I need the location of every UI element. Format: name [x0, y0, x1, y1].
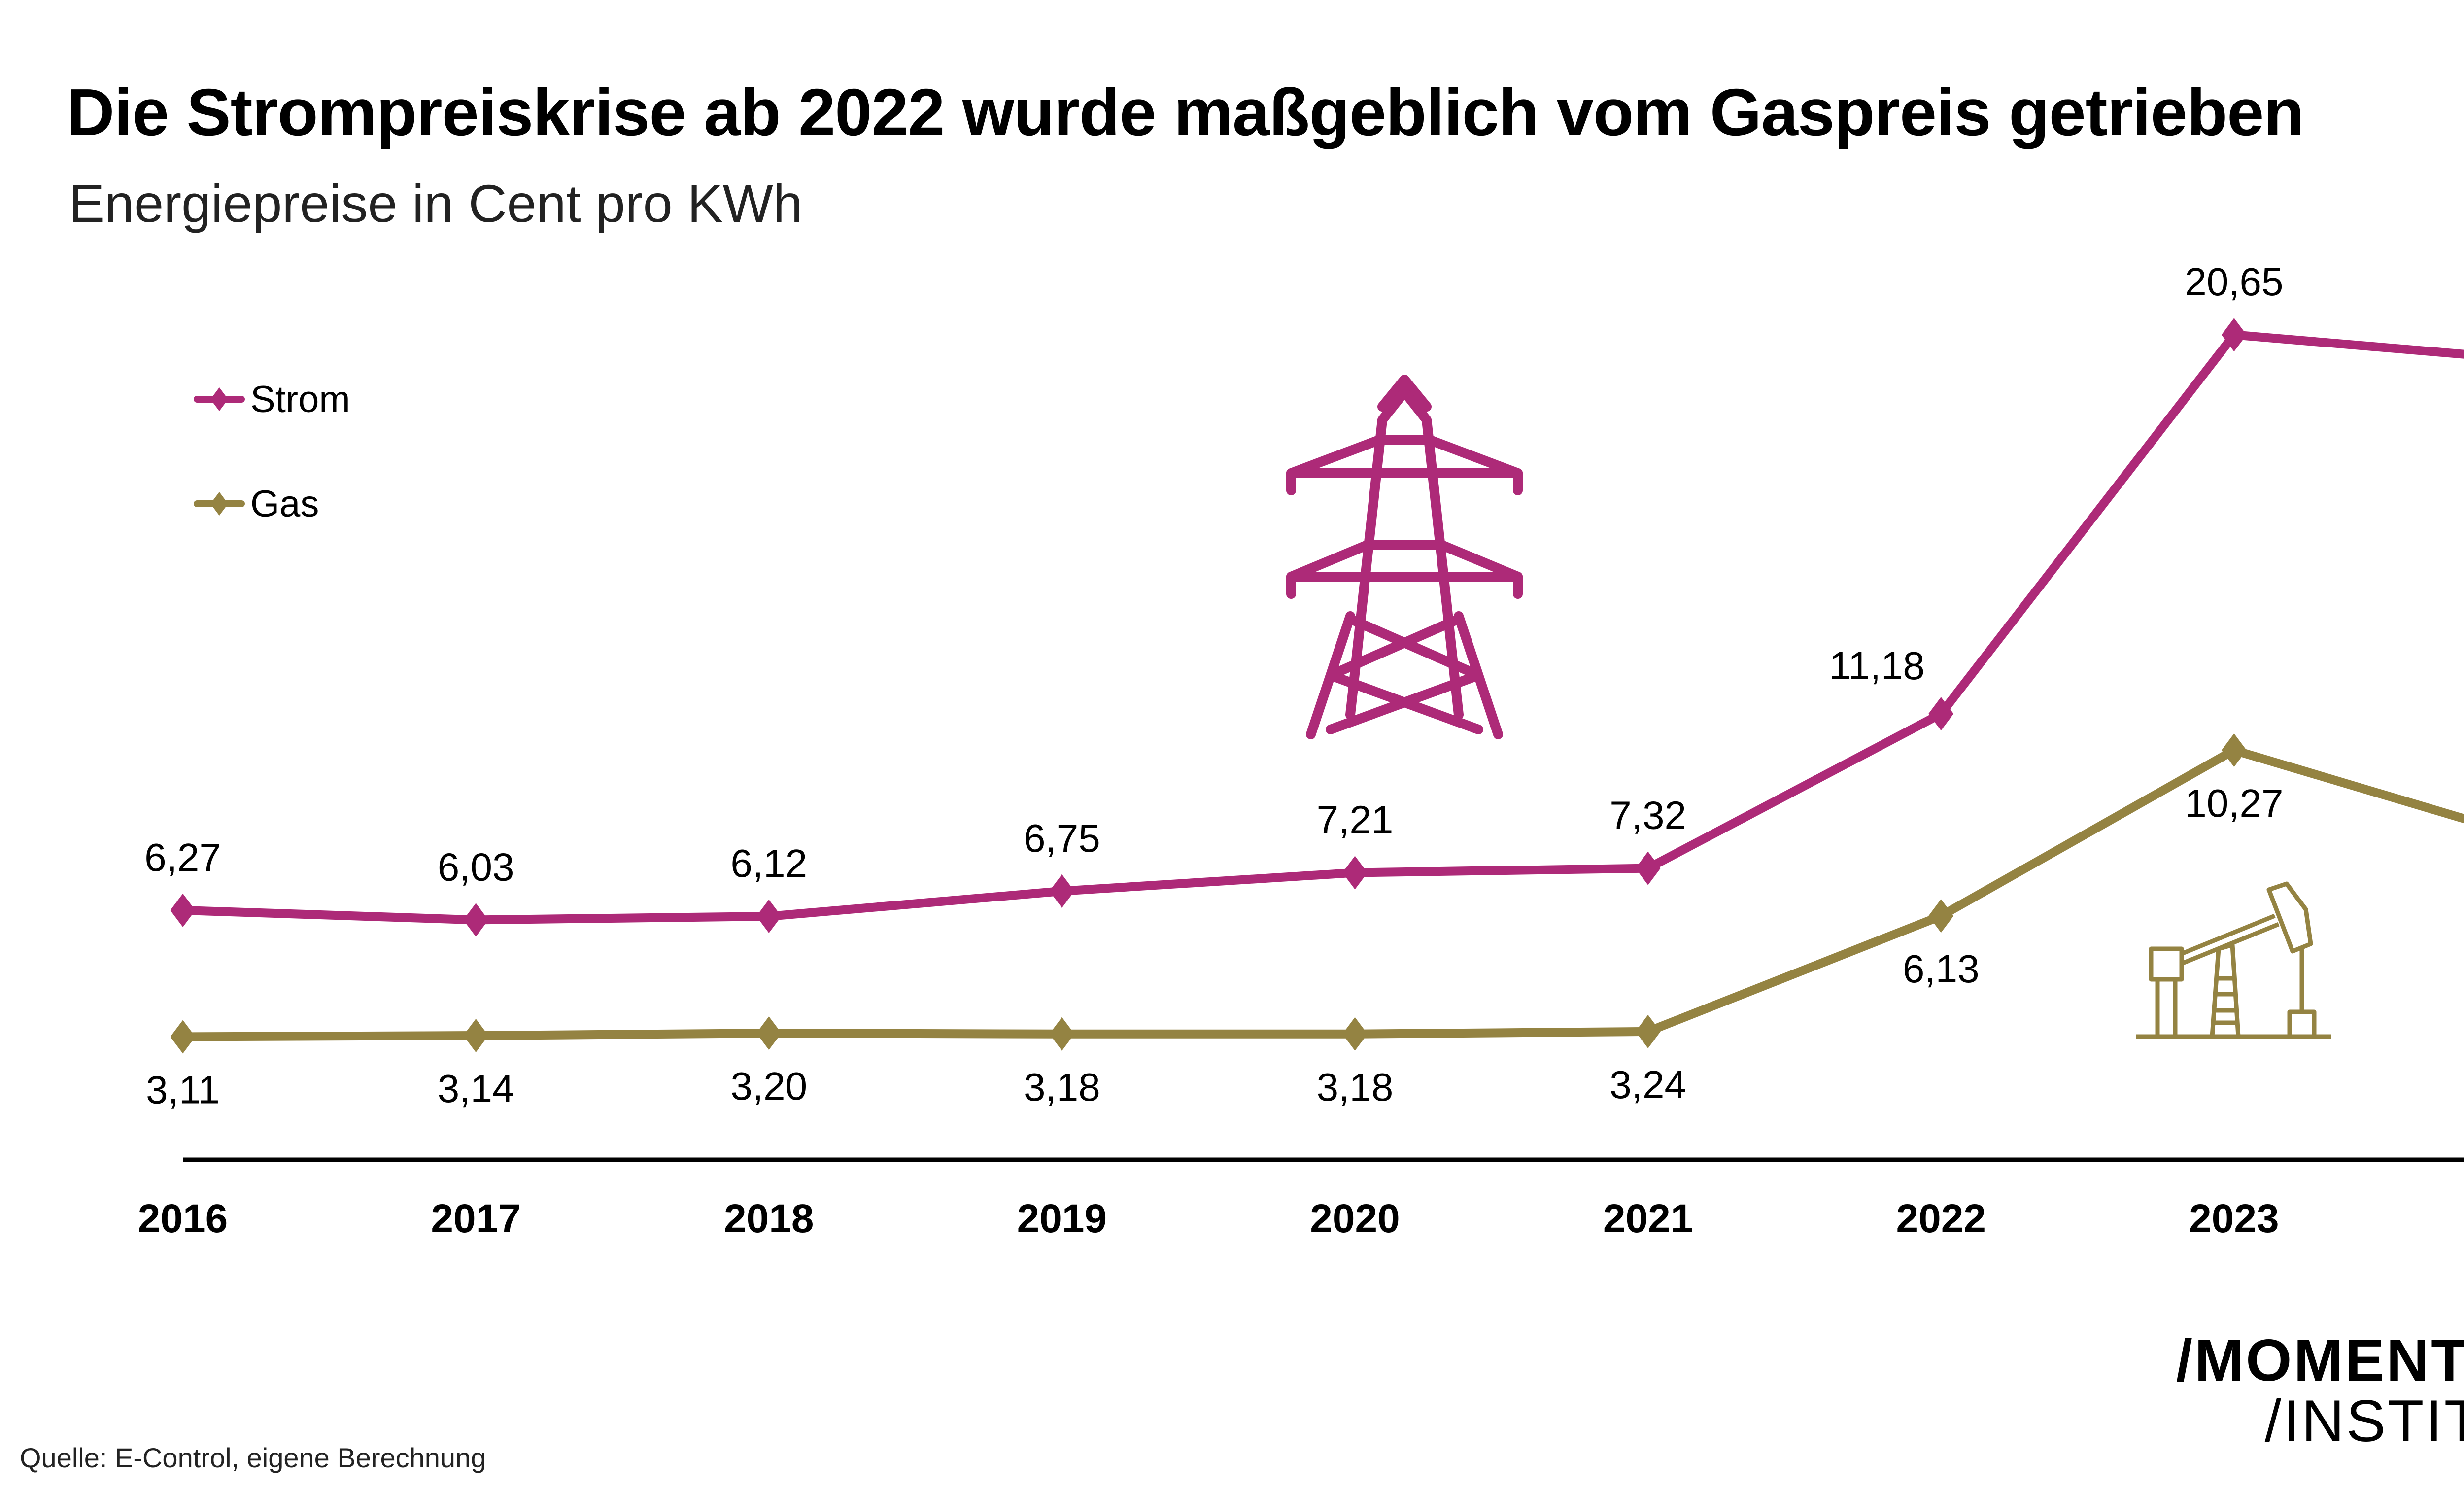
data-label-strom: 7,32: [1609, 794, 1686, 837]
x-tick-label: 2020: [1310, 1196, 1400, 1241]
oil-pump-jack-icon: [2136, 881, 2331, 1039]
power-pylon-icon: [1286, 375, 1523, 739]
x-tick-label: 2019: [1017, 1196, 1107, 1241]
data-point-strom: [756, 900, 782, 934]
legend-label-strom: Strom: [250, 379, 350, 420]
data-label-gas: 3,18: [1024, 1065, 1100, 1109]
chart-title: Die Strompreiskrise ab 2022 wurde maßgeb…: [67, 75, 2304, 149]
data-point-gas: [1635, 1014, 1661, 1048]
legend-label-gas: Gas: [250, 483, 319, 525]
data-label-strom: 6,12: [730, 841, 807, 885]
data-label-strom: 11,18: [1829, 644, 1925, 688]
data-label-strom: 20,65: [2185, 260, 2283, 304]
data-point-strom: [1635, 851, 1661, 885]
data-point-gas: [2221, 733, 2247, 767]
x-tick-label: 2017: [431, 1196, 520, 1241]
data-point-strom: [170, 893, 196, 927]
data-point-gas: [1342, 1017, 1368, 1051]
data-point-gas: [463, 1019, 489, 1053]
x-tick-label: 2016: [138, 1196, 228, 1241]
logo-line-1: /MOMENTUM: [2176, 1327, 2464, 1393]
data-labels: 6,276,036,126,757,217,3211,1820,6520,033…: [144, 260, 2283, 1111]
chart-subtitle: Energiepreise in Cent pro KWh: [69, 173, 803, 233]
data-point-strom: [2221, 318, 2247, 352]
data-point-strom: [1342, 856, 1368, 890]
data-label-gas: 10,27: [2185, 781, 2283, 825]
x-tick-label: 2022: [1896, 1196, 1986, 1241]
series-layer: [170, 318, 2464, 1054]
data-point-gas: [170, 1020, 196, 1054]
legend: Strom Gas: [194, 379, 350, 525]
legend-marker-gas: [210, 492, 228, 516]
legend-marker-strom: [210, 387, 228, 411]
data-label-gas: 3,20: [730, 1064, 807, 1108]
data-point-gas: [1049, 1017, 1075, 1051]
data-label-strom: 7,21: [1317, 798, 1394, 842]
momentum-institut-logo: /MOMENTUM /INSTITUT: [2176, 1331, 2464, 1452]
data-point-strom: [463, 903, 489, 937]
data-label-gas: 3,24: [1609, 1063, 1686, 1107]
logo-line-2: /INSTITUT: [2264, 1388, 2464, 1454]
data-label-gas: 3,11: [146, 1068, 220, 1111]
data-label-strom: 6,27: [144, 835, 221, 879]
data-label-gas: 6,13: [1903, 947, 1980, 991]
x-tick-label: 2018: [724, 1196, 814, 1241]
x-tick-label: 2021: [1603, 1196, 1693, 1241]
data-label-gas: 3,14: [438, 1067, 514, 1110]
x-tick-label: 2023: [2189, 1196, 2279, 1241]
source-note: Quelle: E-Control, eigene Berechnung: [20, 1442, 486, 1473]
decorative-icons: [1286, 375, 2331, 1039]
data-label-gas: 3,18: [1317, 1065, 1394, 1109]
data-point-gas: [756, 1016, 782, 1050]
data-point-gas: [1928, 899, 1954, 933]
data-label-strom: 6,03: [438, 845, 514, 889]
data-label-strom: 6,75: [1024, 816, 1100, 860]
data-point-strom: [1049, 874, 1075, 908]
x-axis-tick-labels: 201620172018201920202021202220232024: [138, 1196, 2279, 1241]
series-line-gas: [182, 746, 2464, 1041]
data-point-strom: [1928, 697, 1954, 731]
